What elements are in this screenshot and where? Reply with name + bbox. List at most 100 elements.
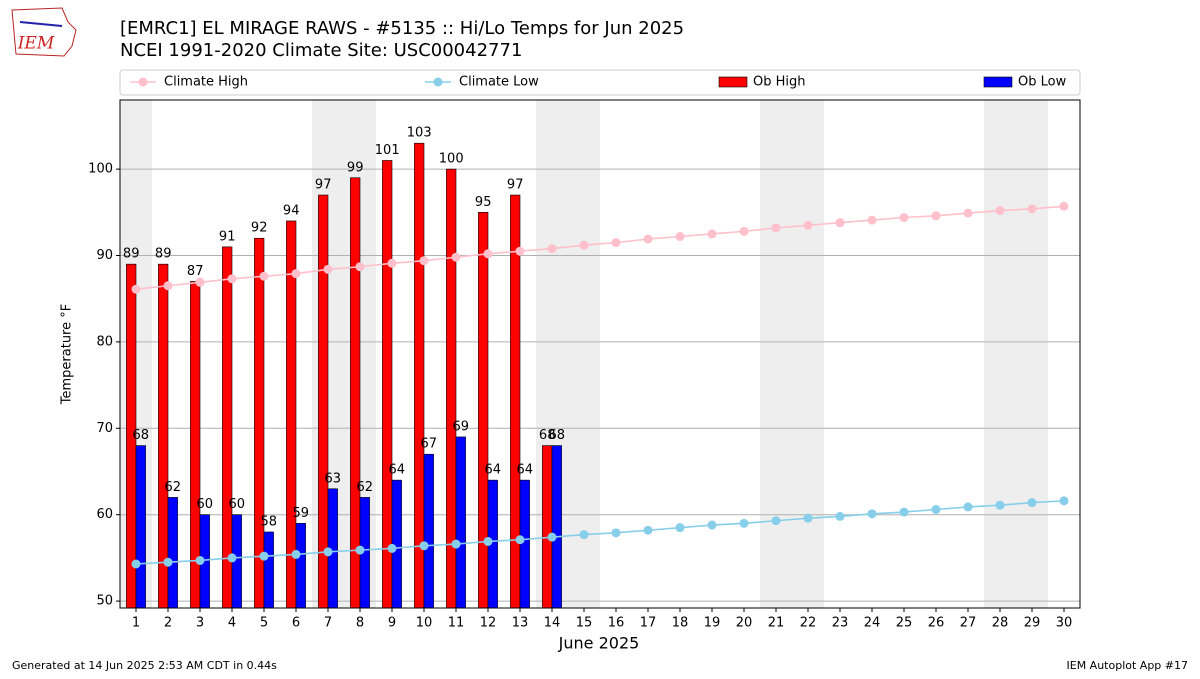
data-label: 69 (453, 419, 470, 434)
x-tick-label: 10 (416, 616, 433, 631)
legend-label: Climate Low (459, 75, 539, 90)
data-label: 64 (485, 463, 502, 478)
bar (551, 445, 562, 609)
data-label: 63 (325, 471, 342, 486)
chart-subtitle: NCEI 1991-2020 Climate Site: USC00042771 (120, 40, 522, 61)
data-label: 95 (475, 195, 492, 210)
line-marker (387, 258, 397, 268)
bar (135, 445, 146, 609)
x-tick-label: 23 (832, 616, 849, 631)
bar (423, 453, 434, 609)
data-label: 62 (165, 480, 182, 495)
x-tick-label: 22 (800, 616, 817, 631)
bar (158, 263, 169, 609)
line-marker (579, 530, 589, 540)
line-marker (771, 516, 781, 526)
x-tick-label: 15 (576, 616, 593, 631)
bar (318, 194, 329, 609)
data-label: 89 (123, 247, 140, 262)
line-marker (739, 226, 749, 236)
bar (391, 479, 402, 609)
data-label: 60 (197, 497, 214, 512)
line-marker (323, 264, 333, 274)
line-marker (483, 249, 493, 259)
line-marker (259, 271, 269, 281)
legend-marker (433, 77, 443, 87)
line-marker (131, 559, 141, 569)
x-tick-label: 26 (928, 616, 945, 631)
line-marker (195, 555, 205, 565)
line-marker (355, 545, 365, 555)
line-marker (899, 212, 909, 222)
line-marker (579, 240, 589, 250)
weekend-shade (760, 100, 792, 608)
line-marker (867, 215, 877, 225)
line-marker (259, 551, 269, 561)
legend-label: Ob Low (1018, 75, 1067, 90)
line-marker (835, 218, 845, 228)
data-label: 92 (251, 221, 268, 236)
data-label: 99 (347, 160, 364, 175)
x-tick-label: 21 (768, 616, 785, 631)
bar (542, 445, 553, 609)
x-tick-label: 28 (992, 616, 1009, 631)
bar (295, 523, 306, 609)
line-marker (483, 536, 493, 546)
line-marker (419, 256, 429, 266)
y-tick-label: 60 (96, 507, 113, 522)
line-marker (739, 518, 749, 528)
x-tick-label: 11 (448, 616, 465, 631)
x-tick-label: 25 (896, 616, 913, 631)
bar (263, 531, 274, 609)
x-tick-label: 2 (164, 616, 172, 631)
line-marker (1027, 498, 1037, 508)
line-marker (163, 281, 173, 291)
line-marker (995, 500, 1005, 510)
line-marker (643, 525, 653, 535)
bar (478, 212, 489, 609)
x-tick-label: 9 (388, 616, 396, 631)
line-marker (515, 535, 525, 545)
line-marker (547, 532, 557, 542)
data-label: 87 (187, 264, 204, 279)
data-label: 97 (507, 178, 524, 193)
y-tick-label: 100 (88, 162, 113, 177)
x-axis-label: June 2025 (558, 634, 640, 653)
line-marker (643, 234, 653, 244)
y-tick-label: 80 (96, 334, 113, 349)
x-tick-label: 5 (260, 616, 268, 631)
x-tick-label: 13 (512, 616, 529, 631)
line-marker (867, 509, 877, 519)
line-marker (515, 246, 525, 256)
x-tick-label: 6 (292, 616, 300, 631)
line-marker (451, 539, 461, 549)
line (135, 205, 1065, 290)
data-label: 68 (549, 428, 566, 443)
bar (167, 497, 178, 609)
x-tick-label: 24 (864, 616, 881, 631)
line-marker (291, 549, 301, 559)
y-tick-label: 50 (96, 594, 113, 609)
legend-swatch (983, 76, 1013, 88)
data-label: 89 (155, 247, 172, 262)
legend-swatch (718, 76, 748, 88)
data-label: 67 (421, 437, 438, 452)
line-marker (611, 238, 621, 248)
line (135, 500, 1065, 565)
legend-label: Climate High (164, 75, 248, 90)
x-tick-label: 7 (324, 616, 332, 631)
line-marker (131, 284, 141, 294)
footer-right: IEM Autoplot App #17 (1067, 659, 1189, 672)
data-label: 68 (133, 428, 150, 443)
line-marker (611, 528, 621, 538)
line-marker (227, 553, 237, 563)
x-tick-label: 29 (1024, 616, 1041, 631)
legend-marker (138, 77, 148, 87)
data-label: 64 (389, 463, 406, 478)
x-tick-label: 20 (736, 616, 753, 631)
line-marker (291, 269, 301, 279)
x-tick-label: 12 (480, 616, 497, 631)
line-marker (195, 277, 205, 287)
bar (382, 160, 393, 609)
